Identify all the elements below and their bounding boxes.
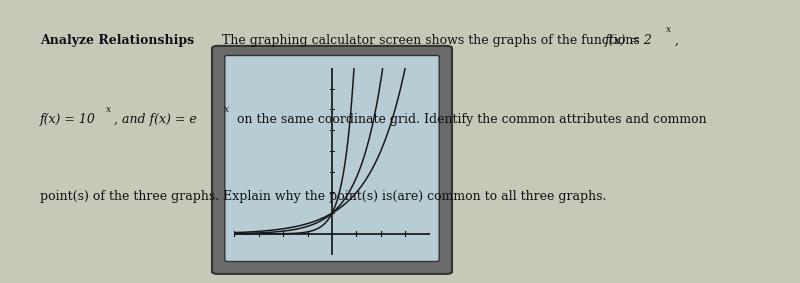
FancyBboxPatch shape <box>212 46 452 274</box>
Text: x: x <box>224 105 229 114</box>
Text: x: x <box>666 25 671 35</box>
Text: f(x) = 10: f(x) = 10 <box>40 113 96 126</box>
Text: f(x) = 2: f(x) = 2 <box>605 34 653 47</box>
Text: Analyze Relationships: Analyze Relationships <box>40 34 194 47</box>
Text: on the same coordinate grid. Identify the common attributes and common: on the same coordinate grid. Identify th… <box>233 113 706 126</box>
Text: ,: , <box>674 34 678 47</box>
Text: The graphing calculator screen shows the graphs of the functions: The graphing calculator screen shows the… <box>214 34 644 47</box>
Text: point(s) of the three graphs. Explain why the point(s) is(are) common to all thr: point(s) of the three graphs. Explain wh… <box>40 190 606 203</box>
Text: x: x <box>106 105 110 114</box>
Text: , and f(x) = e: , and f(x) = e <box>114 113 197 126</box>
FancyBboxPatch shape <box>225 55 439 261</box>
